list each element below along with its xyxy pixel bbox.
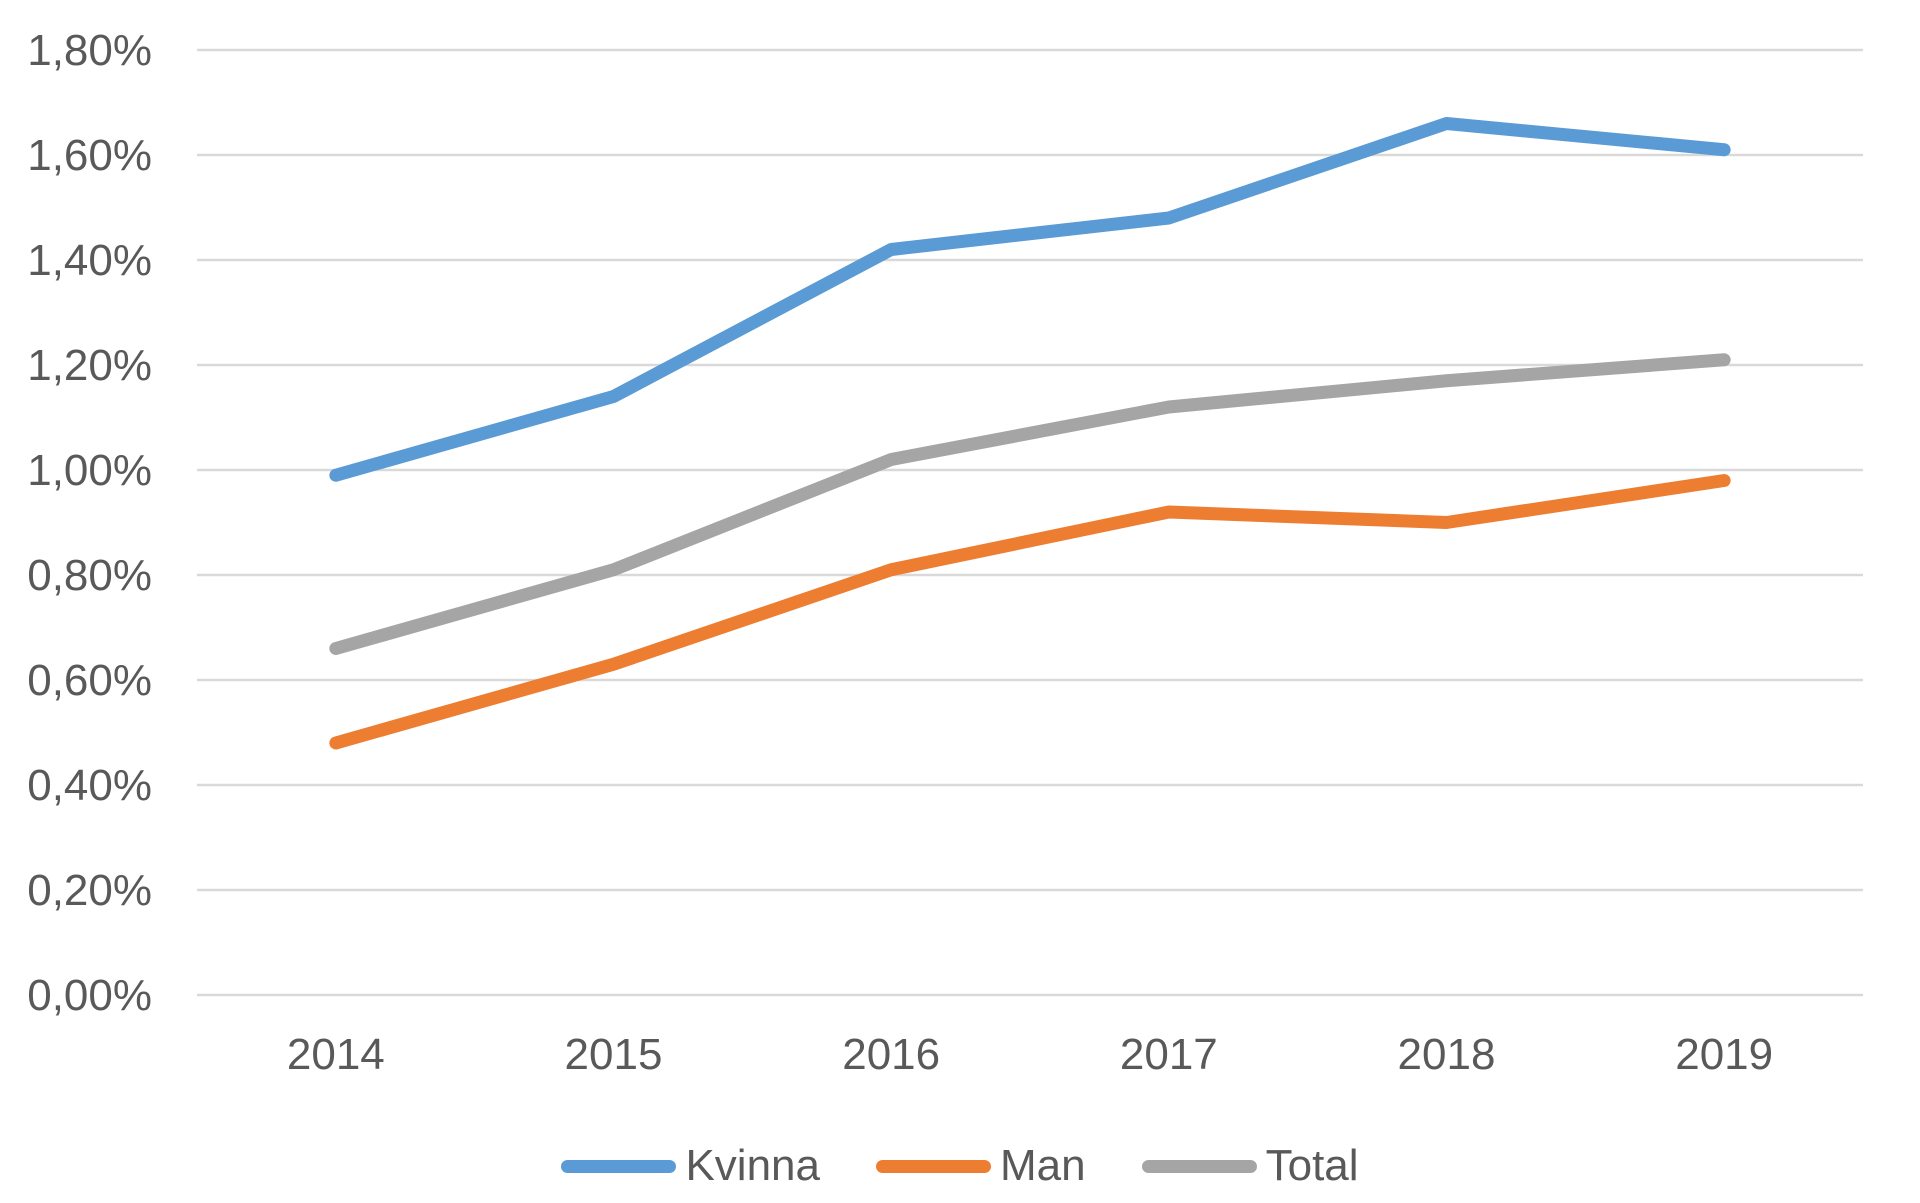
x-axis-tick-label: 2017 [1120,1030,1218,1079]
y-axis-tick-label: 1,80% [27,26,152,75]
legend-label: Total [1265,1141,1359,1190]
series-line-kvinna [329,117,1731,482]
legend-item-total: Total [1141,1141,1359,1190]
y-axis-tick-label: 1,00% [27,446,152,495]
y-axis-tick-label: 0,40% [27,761,152,810]
legend-swatch-man [876,1159,991,1173]
legend-label: Man [1000,1141,1086,1190]
legend-swatch-kvinna [561,1159,677,1173]
series-line-total [329,353,1731,655]
chart-legend: Kvinna Man Total [0,1134,1920,1198]
legend-item-man: Man [876,1144,1086,1188]
y-axis-tick-label: 1,20% [27,341,152,390]
y-axis-tick-label: 1,40% [27,236,152,285]
x-axis-tick-label: 2014 [287,1030,385,1079]
series-line-man [329,474,1731,750]
legend-swatch-total [1141,1159,1257,1173]
y-axis-tick-label: 0,80% [27,551,152,600]
legend-label: Kvinna [685,1141,820,1190]
x-axis-tick-label: 2016 [842,1030,940,1079]
y-axis-tick-label: 1,60% [27,131,152,180]
x-axis-tick-label: 2018 [1398,1030,1496,1079]
y-axis-tick-label: 0,00% [27,971,152,1020]
legend-item-kvinna: Kvinna [561,1144,820,1188]
x-axis-tick-label: 2019 [1675,1030,1773,1079]
y-axis-tick-label: 0,60% [27,656,152,705]
x-axis-tick-label: 2015 [565,1030,663,1079]
y-axis-tick-label: 0,20% [27,866,152,915]
